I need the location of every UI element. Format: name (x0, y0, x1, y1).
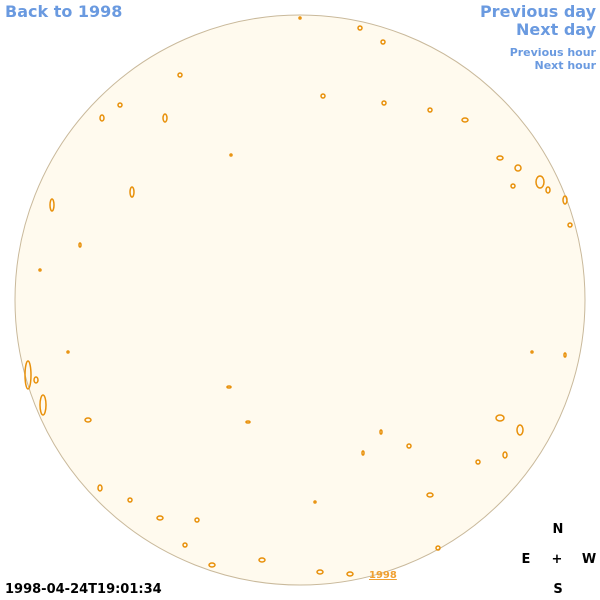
previous-hour-link[interactable]: Previous hour (509, 46, 596, 59)
next-day-link[interactable]: Next day (516, 20, 596, 39)
compass-west: W (581, 552, 597, 567)
compass-north: N (552, 522, 564, 537)
next-hour-link[interactable]: Next hour (534, 59, 597, 72)
previous-day-link[interactable]: Previous day (479, 2, 596, 21)
compass-south: S (553, 582, 563, 597)
solar-disk (14, 14, 586, 586)
compass-east: E (521, 552, 531, 567)
compass-center: + (551, 552, 563, 567)
active-regions (24, 16, 573, 577)
timestamp: 1998-04-24T19:01:34 (5, 582, 162, 597)
year-link[interactable]: 1998 (369, 570, 397, 581)
back-link[interactable]: Back to 1998 (5, 2, 123, 21)
